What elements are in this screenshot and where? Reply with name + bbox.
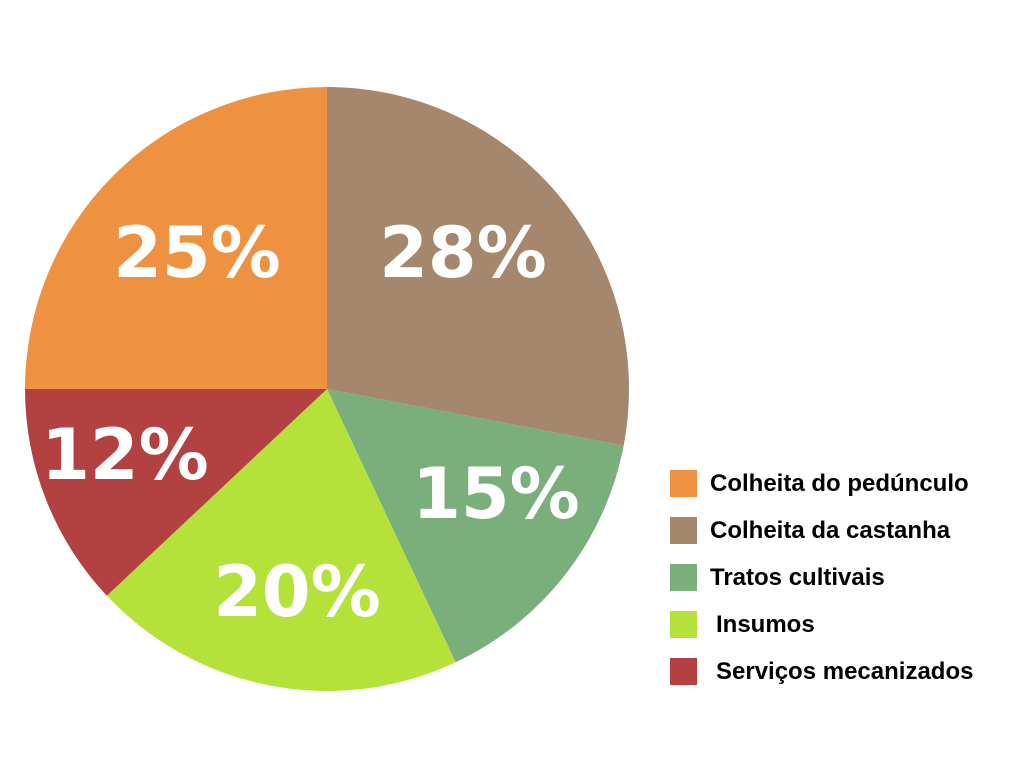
legend-swatch <box>670 517 697 544</box>
legend-label: Colheita da castanha <box>710 516 951 544</box>
legend-label: Colheita do pedúnculo <box>710 469 969 497</box>
slice-percent-label: 28% <box>379 212 547 294</box>
legend-item: Insumos <box>670 611 973 638</box>
pie-slice-servicos-mecanizados <box>25 389 327 596</box>
legend-swatch <box>670 470 697 497</box>
legend-label: Insumos <box>716 610 815 638</box>
legend-label: Tratos cultivais <box>710 563 885 591</box>
legend: Colheita do pedúnculo Colheita da castan… <box>670 470 973 705</box>
pie-slice-insumos <box>106 389 456 691</box>
pie-slice-colheita-do-pedunculo <box>25 87 327 389</box>
slice-percent-label: 12% <box>41 414 209 496</box>
pie-slice-tratos-cultivais <box>327 389 624 663</box>
legend-swatch <box>670 658 697 685</box>
slice-percent-label: 15% <box>412 453 580 535</box>
legend-item: Colheita da castanha <box>670 517 973 544</box>
legend-label: Serviços mecanizados <box>716 657 974 685</box>
legend-item: Tratos cultivais <box>670 564 973 591</box>
pie-slice-colheita-da-castanha <box>327 87 629 446</box>
legend-swatch <box>670 611 697 638</box>
legend-item: Serviços mecanizados <box>670 658 973 685</box>
legend-swatch <box>670 564 697 591</box>
slice-percent-label: 25% <box>113 212 281 294</box>
legend-item: Colheita do pedúnculo <box>670 470 973 497</box>
slice-percent-label: 20% <box>213 551 381 633</box>
